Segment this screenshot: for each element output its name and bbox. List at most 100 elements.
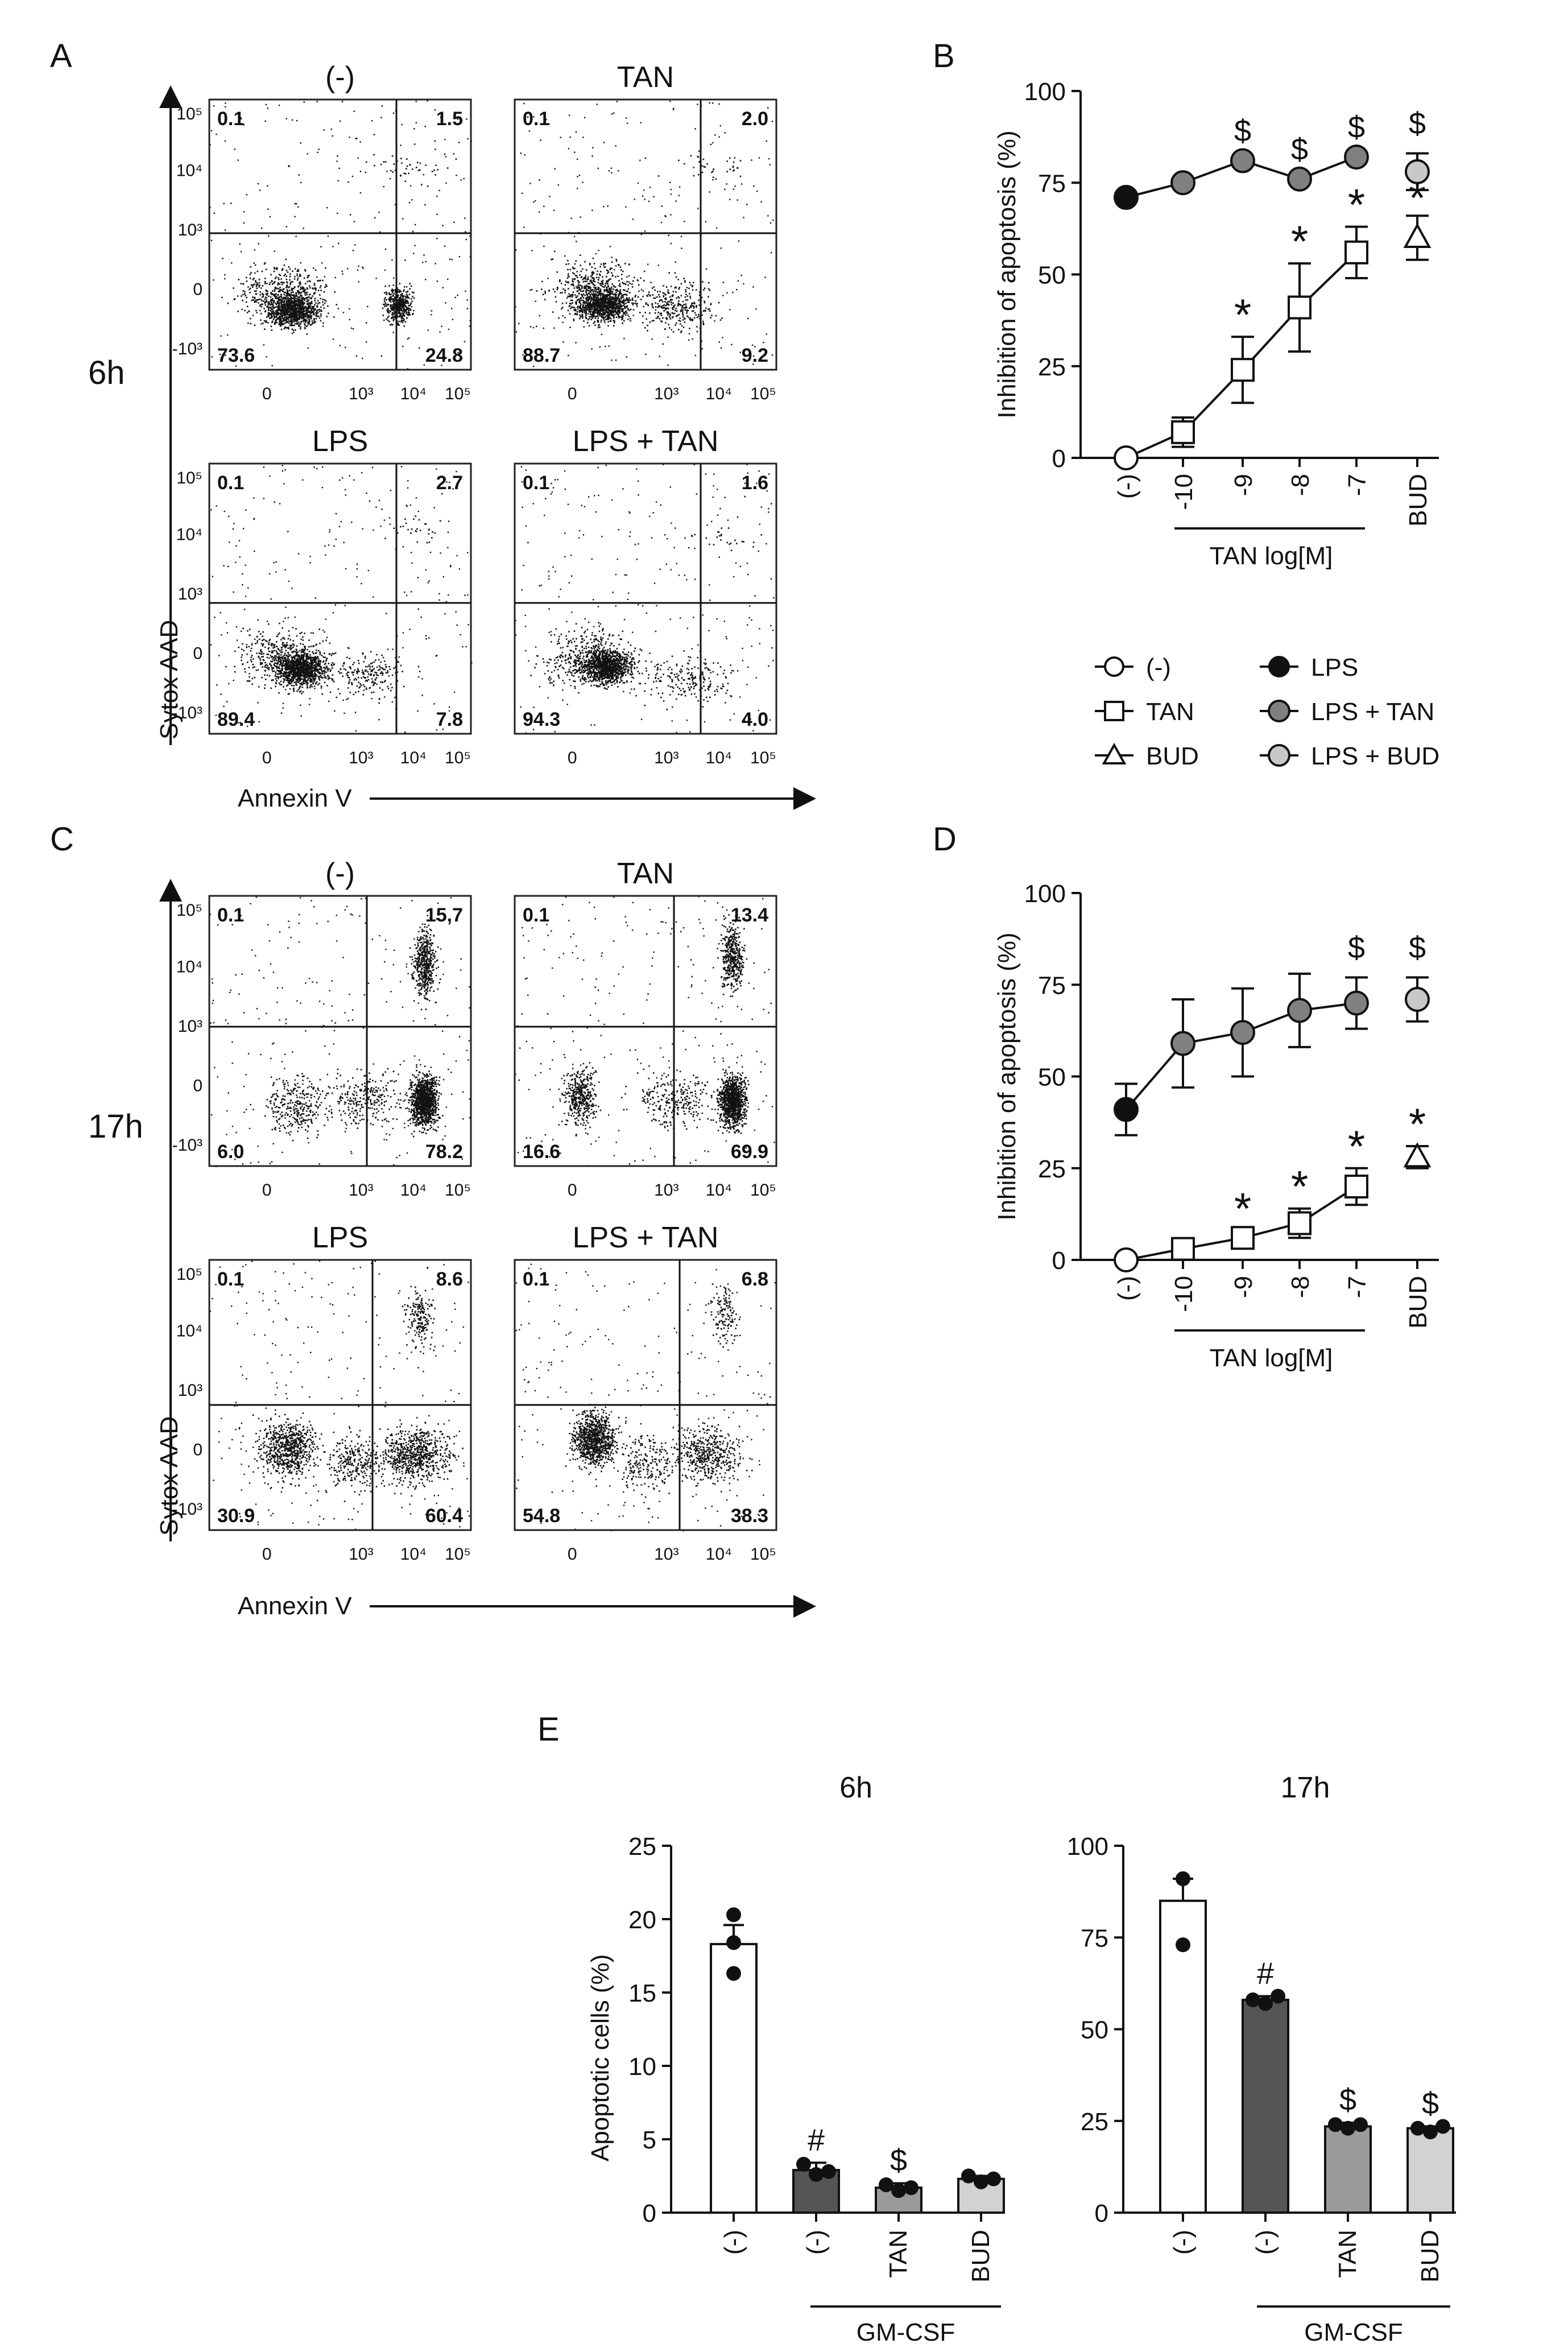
flow-plot-6: TAN 0.1 13.4 16.6 69.9 0 10³ 10⁴ 10⁵ xyxy=(514,857,777,1200)
replicate-dot xyxy=(986,2171,1001,2186)
flow-plot-title: TAN xyxy=(617,857,674,890)
flow-y-tick: 10⁴ xyxy=(176,526,202,544)
significance-dollar: $ xyxy=(1409,107,1426,141)
replicate-dot xyxy=(904,2180,919,2196)
legend-item-lps-bud: LPS + BUD xyxy=(1260,742,1439,770)
significance-star: * xyxy=(1409,172,1426,222)
y-tick-label: 100 xyxy=(1024,78,1066,106)
flow-y-tick: 10⁴ xyxy=(176,958,202,977)
replicate-dot xyxy=(821,2164,836,2179)
quadrant-value-lr: 78.2 xyxy=(425,1141,463,1163)
flow-plot-2: TAN 0.1 2.0 88.7 9.2 0 10³ 10⁴ 10⁵ xyxy=(514,61,777,403)
y-tick-label: 50 xyxy=(1038,262,1066,290)
flow-dots xyxy=(515,101,777,367)
replicate-dot xyxy=(961,2168,976,2184)
lps-tan-point xyxy=(1344,144,1369,170)
flow-dot-cloud xyxy=(210,465,473,733)
replicate-dot xyxy=(1423,2124,1438,2140)
quadrant-value-ul: 0.1 xyxy=(523,1268,549,1290)
flow-y-tick: 0 xyxy=(193,1077,202,1096)
quadrant-value-ul: 0.1 xyxy=(217,1268,244,1290)
legend-item-lps-tan: LPS + TAN xyxy=(1260,698,1434,726)
flow-plot-title: (-) xyxy=(325,61,355,94)
y-tick-label: 100 xyxy=(1067,1833,1108,1861)
legend-item-lps: LPS xyxy=(1260,654,1358,681)
gm-csf-label: GM-CSF xyxy=(1304,2318,1403,2346)
flow-y-tick: 0 xyxy=(193,644,202,663)
x-tick-label: BUD xyxy=(967,2230,995,2283)
flow-dots xyxy=(515,1263,777,1532)
flow-plot-7: LPS 0.1 8.6 30.9 60.4 0 10³ 10⁴ 10⁵ 10⁵ 10⁴ 10³ 0 -10… xyxy=(172,1221,472,1564)
y-tick-label: 75 xyxy=(1038,972,1066,999)
quadrant-value-ur: 8.6 xyxy=(436,1268,463,1290)
quadrant-value-ur: 15,7 xyxy=(425,904,463,926)
flow-frame xyxy=(514,462,777,735)
tan-series-line xyxy=(1126,251,1358,459)
bar xyxy=(1406,2127,1454,2214)
flow-y-tick: 0 xyxy=(193,280,202,299)
y-tick-label: 50 xyxy=(1038,1064,1066,1092)
tan-point xyxy=(1344,240,1368,264)
quadrant-value-lr: 24.8 xyxy=(425,345,463,366)
y-tick-label: 25 xyxy=(1038,1155,1066,1183)
flow-x-tick: 10³ xyxy=(654,1181,678,1200)
tan-point xyxy=(1288,1211,1312,1235)
flow-x-tick: 10⁴ xyxy=(706,749,732,767)
flow-y-tick: 10⁴ xyxy=(176,162,202,180)
lps-tan-point xyxy=(1170,1031,1195,1056)
panel-label-d: D xyxy=(933,821,957,858)
quadrant-value-ll: 16.6 xyxy=(523,1141,560,1163)
flow-x-tick: 10⁵ xyxy=(445,749,471,767)
flow-x-tick: 0 xyxy=(568,749,577,767)
lps-tan-point xyxy=(1230,1020,1255,1045)
flow-frame xyxy=(208,1259,472,1531)
y-tick-label: 15 xyxy=(628,1979,656,2007)
flow-x-tick: 10⁴ xyxy=(706,1181,732,1200)
replicate-dot xyxy=(1410,2120,1425,2136)
flow-x-tick: 10⁵ xyxy=(445,1545,471,1564)
flow-x-tick: 10⁴ xyxy=(400,749,427,767)
flow-dots xyxy=(209,896,471,1167)
flow-x-tick: 0 xyxy=(568,1545,577,1564)
e-ylabel: Apoptotic cells (%) xyxy=(586,1954,614,2161)
replicate-dot xyxy=(1328,2117,1343,2132)
quadrant-value-ll: 54.8 xyxy=(523,1505,560,1527)
time-label-17h: 17h xyxy=(88,1108,143,1145)
x-axis-group-label: TAN log[M] xyxy=(1210,542,1333,570)
flow-dot-cloud xyxy=(515,464,775,734)
flow-x-tick: 10⁵ xyxy=(750,749,776,767)
flow-x-tick: 10⁴ xyxy=(706,385,732,403)
significance-dollar: $ xyxy=(1348,110,1365,144)
tan-point xyxy=(1231,1226,1255,1250)
replicate-dot xyxy=(891,2183,906,2198)
x-tick-label: -8 xyxy=(1286,474,1314,496)
flow-x-label-a: Annexin V xyxy=(238,784,352,812)
flow-x-tick: 0 xyxy=(568,1181,577,1200)
tan-point xyxy=(1171,420,1195,444)
replicate-dot xyxy=(809,2167,824,2182)
flow-plot-1: (-) 0.1 1.5 73.6 24.8 0 10³ 10⁴ 10⁵ 10⁵ 10⁴ 10³ 0 -10… xyxy=(172,61,472,403)
x-tick-label: -10 xyxy=(1170,474,1198,510)
significance-star: * xyxy=(1348,180,1365,230)
replicate-dot xyxy=(1258,1996,1273,2011)
y-axis-label: Inhibition of apoptosis (%) xyxy=(993,130,1021,418)
quadrant-value-ll: 94.3 xyxy=(523,709,560,730)
flow-x-tick: 10³ xyxy=(654,1545,678,1564)
replicate-dot xyxy=(1176,1937,1190,1953)
quadrant-value-ur: 13.4 xyxy=(731,904,768,926)
flow-x-tick: 0 xyxy=(262,1181,272,1200)
flow-x-tick: 0 xyxy=(568,385,577,403)
flow-y-tick: 0 xyxy=(193,1441,202,1460)
significance-star: * xyxy=(1234,1183,1251,1233)
flow-dot-cloud xyxy=(515,1263,777,1532)
quadrant-value-lr: 69.9 xyxy=(731,1141,768,1163)
quadrant-value-ll: 6.0 xyxy=(217,1141,244,1163)
y-tick-label: 10 xyxy=(628,2053,656,2081)
flow-frame xyxy=(208,895,472,1167)
legend-marker-lps-tan xyxy=(1268,700,1290,722)
dose-response-chart-6h: 0 25 50 75 100 (-) -10 -9 -8 -7 BUD TAN log[M] Inhib… xyxy=(993,78,1439,570)
e-title-17h: 17h xyxy=(1281,1771,1330,1804)
legend-label-lps-bud: LPS + BUD xyxy=(1311,742,1439,770)
x-tick-label: (-) xyxy=(1169,2230,1197,2255)
legend-label-lps-tan: LPS + TAN xyxy=(1311,698,1434,726)
